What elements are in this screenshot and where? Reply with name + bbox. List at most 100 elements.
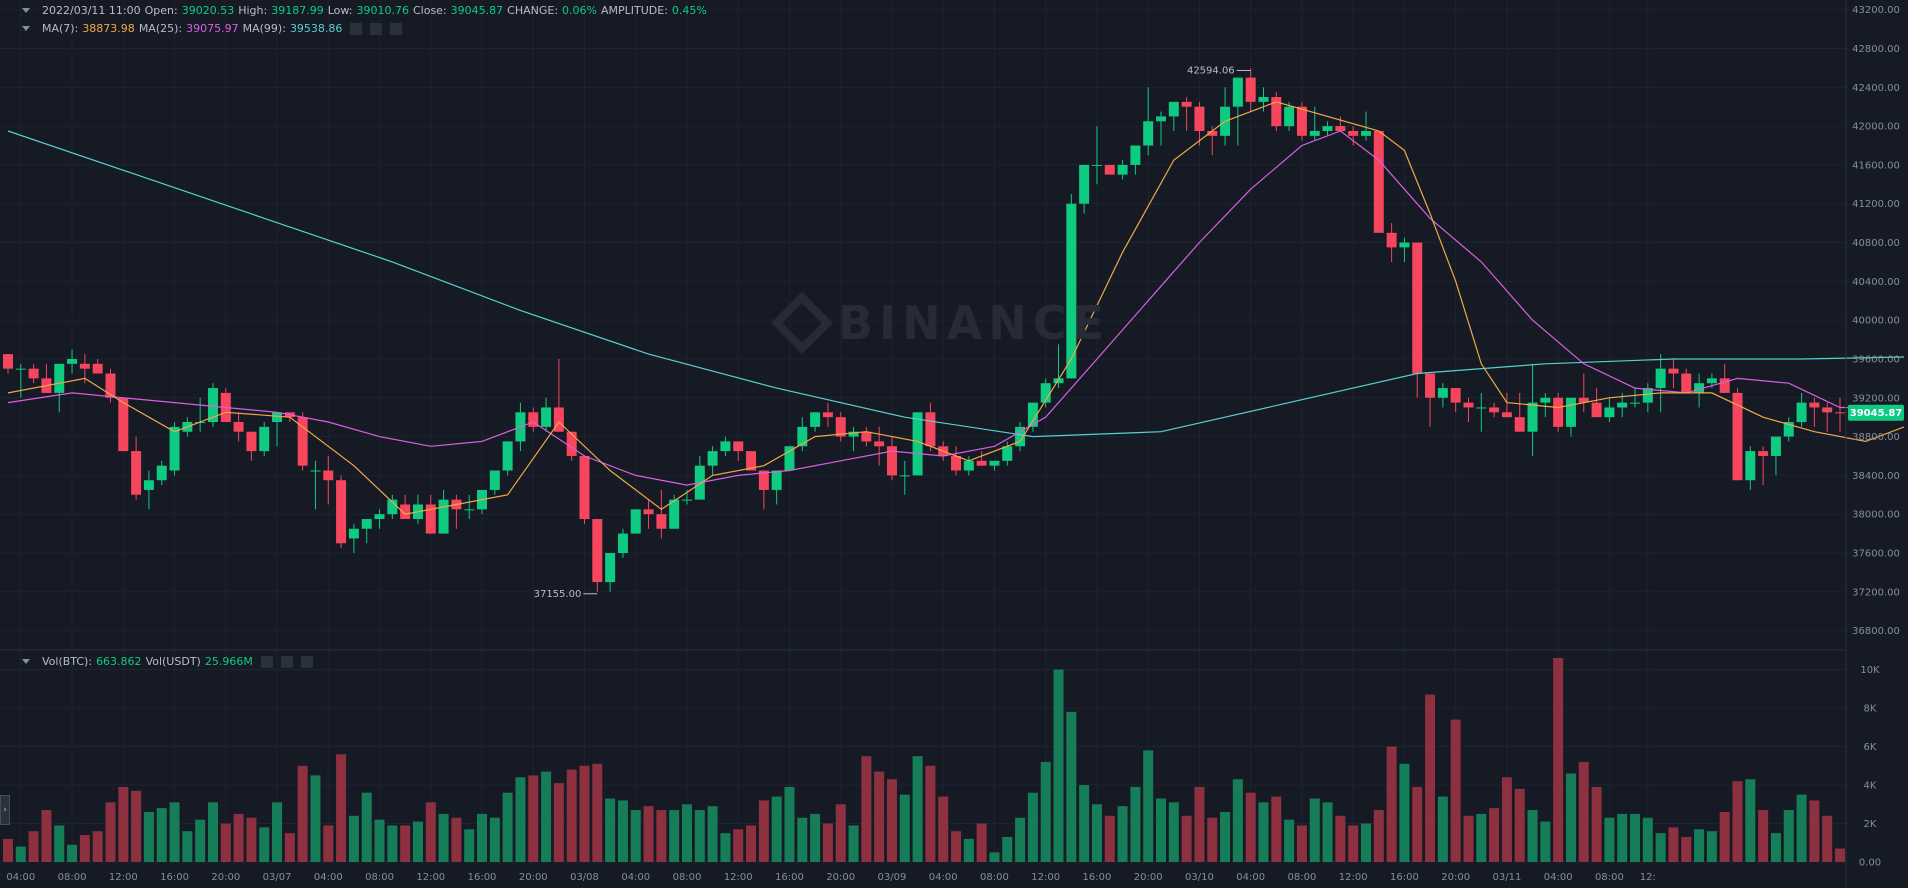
- volume-bar: [617, 800, 628, 862]
- candle-body: [143, 480, 154, 490]
- candle-body: [272, 412, 283, 423]
- candle-body: [348, 528, 359, 539]
- candle-body: [1181, 101, 1192, 107]
- volume-bar: [143, 811, 154, 862]
- candle-body: [1835, 412, 1845, 414]
- candle-body: [528, 412, 539, 427]
- volume-bar: [643, 806, 654, 862]
- candle-body: [1796, 402, 1807, 423]
- volume-bar: [1245, 792, 1256, 862]
- price-tick-label: 41200.00: [1852, 199, 1900, 210]
- candle-body: [707, 451, 718, 466]
- volume-bars: [3, 658, 1845, 862]
- current-price-label: 39045.87: [1850, 408, 1903, 419]
- volume-legend: Vol(BTC): 663.862 Vol(USDT) 25.966M: [22, 655, 313, 668]
- price-tick-label: 41600.00: [1852, 160, 1900, 171]
- candle-body: [835, 417, 846, 437]
- candle-body: [1565, 397, 1576, 427]
- volume-bar: [528, 775, 539, 862]
- candle-body: [207, 388, 218, 423]
- candle-body: [323, 470, 334, 481]
- close-icon[interactable]: [300, 655, 313, 668]
- time-tick-label: 16:00: [468, 872, 497, 883]
- volume-bar: [797, 817, 808, 862]
- time-tick-label: 12:00: [1339, 872, 1368, 883]
- volume-bar: [669, 810, 680, 862]
- volume-bar: [694, 810, 705, 862]
- volume-bar: [451, 817, 462, 862]
- price-tick-label: 42000.00: [1852, 122, 1900, 133]
- settings-icon[interactable]: [260, 655, 273, 668]
- collapse-caret-icon[interactable]: [22, 8, 30, 13]
- volume-axis[interactable]: 10K 8K 6K 4K 2K 0.00: [1859, 665, 1881, 868]
- candle-body: [592, 519, 603, 583]
- candle-body: [1591, 402, 1602, 418]
- close-value: 39045.87: [450, 4, 504, 17]
- candle-body: [1335, 126, 1346, 131]
- candle-body: [1040, 383, 1051, 403]
- collapse-caret-icon[interactable]: [22, 26, 30, 31]
- volume-bar: [1309, 798, 1320, 862]
- time-tick-label: 08:00: [1595, 872, 1624, 883]
- candle-body: [1245, 77, 1256, 102]
- volume-bar: [1002, 836, 1013, 862]
- amplitude-label: AMPLITUDE:: [601, 4, 668, 17]
- candle-body: [246, 431, 257, 452]
- candle-body: [1489, 407, 1500, 413]
- candle-body: [1053, 378, 1064, 384]
- candle-body: [797, 426, 808, 447]
- volume-bar: [3, 838, 13, 862]
- collapse-caret-icon[interactable]: [22, 659, 30, 664]
- volume-bar: [1194, 786, 1205, 862]
- candle-body: [1630, 402, 1641, 404]
- volume-bar: [246, 817, 257, 862]
- volume-bar: [1207, 817, 1218, 862]
- price-axis[interactable]: 43200.00 42800.00 42400.00 42000.00 41600.00…: [1845, 0, 1900, 888]
- candle-body: [1143, 121, 1154, 146]
- candle-body: [400, 504, 411, 520]
- volume-bar: [348, 815, 359, 862]
- open-value: 39020.53: [181, 4, 235, 17]
- candle-body: [643, 509, 654, 515]
- watermark: BINANCE: [770, 291, 1110, 355]
- time-axis[interactable]: 04:00 08:00 12:00 16:00 20:00 03/07 04:00 08:00…: [6, 872, 1655, 883]
- volume-bar: [323, 825, 334, 862]
- volume-bar: [28, 831, 39, 862]
- settings-icon[interactable]: [350, 22, 363, 35]
- candle-body: [489, 470, 500, 490]
- visibility-icon[interactable]: [370, 22, 383, 35]
- close-icon[interactable]: [390, 22, 403, 35]
- volume-bar: [1156, 798, 1167, 862]
- time-tick-label: 20:00: [826, 872, 855, 883]
- candle-body: [1437, 388, 1448, 398]
- price-tick-label: 40400.00: [1852, 277, 1900, 288]
- binance-logo-icon: [770, 291, 834, 355]
- volume-tick-label: 0.00: [1859, 858, 1881, 869]
- volume-bar: [259, 827, 270, 862]
- expand-panel-button[interactable]: ›: [0, 795, 10, 825]
- candle-body: [1399, 242, 1410, 248]
- vol-btc-value: 663.862: [96, 655, 142, 668]
- price-tick-label: 36800.00: [1852, 626, 1900, 637]
- volume-bar: [1220, 811, 1231, 862]
- volume-bar: [899, 794, 910, 862]
- candle-body: [861, 431, 872, 442]
- candle-body: [1117, 164, 1128, 175]
- volume-bar: [67, 844, 78, 862]
- volume-bar: [515, 777, 526, 862]
- volume-bar: [1770, 833, 1781, 862]
- candle-body: [1642, 388, 1653, 403]
- candle-body: [1527, 402, 1538, 432]
- candle-body: [1732, 392, 1743, 481]
- volume-bar: [233, 813, 244, 862]
- visibility-icon[interactable]: [280, 655, 293, 668]
- ma7-line: [7, 101, 1905, 515]
- volume-bar: [1809, 800, 1820, 862]
- volume-bar: [1386, 746, 1397, 862]
- time-tick-label: 12:: [1640, 872, 1656, 883]
- low-label: Low:: [327, 4, 353, 17]
- volume-bar: [1322, 802, 1333, 862]
- time-tick-label: 16:00: [1390, 872, 1419, 883]
- volume-bar: [1630, 813, 1641, 862]
